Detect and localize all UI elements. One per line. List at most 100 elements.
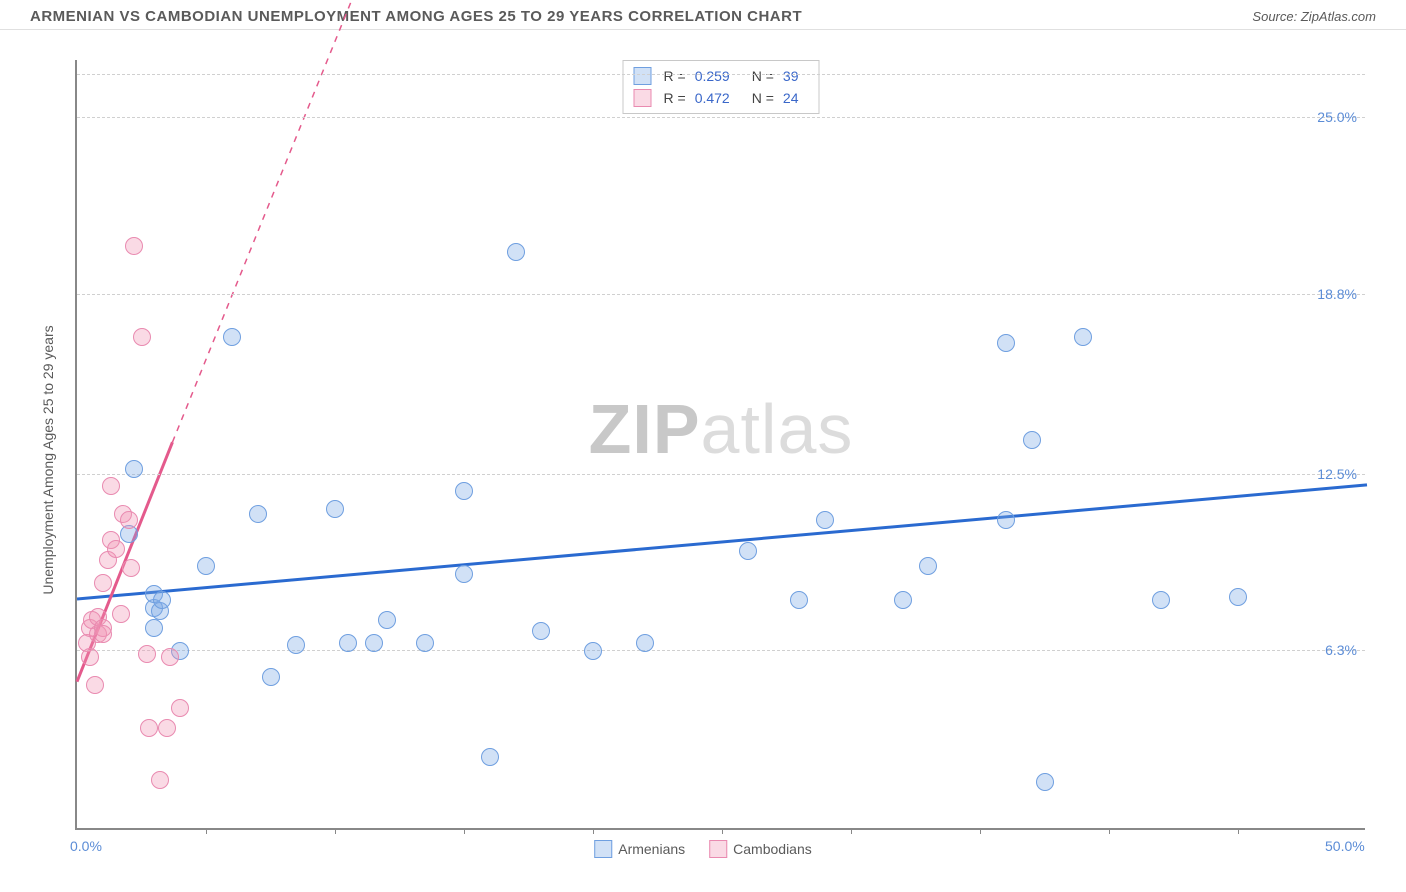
chart-container: Unemployment Among Ages 25 to 29 years Z…	[30, 40, 1376, 860]
legend-label-armenians: Armenians	[618, 841, 685, 857]
data-point	[138, 645, 156, 663]
data-point	[161, 648, 179, 666]
title-bar: ARMENIAN VS CAMBODIAN UNEMPLOYMENT AMONG…	[0, 0, 1406, 30]
x-tick	[464, 828, 465, 834]
data-point	[1036, 773, 1054, 791]
stat-r-value-1: 0.472	[695, 90, 730, 106]
y-tick-label: 25.0%	[1317, 109, 1357, 125]
x-tick	[206, 828, 207, 834]
stat-n-label-1: N =	[752, 90, 774, 106]
data-point	[816, 511, 834, 529]
swatch-cambodians	[634, 89, 652, 107]
stats-box: R = 0.259 N = 39 R = 0.472 N = 24	[623, 60, 820, 114]
stat-n-label-0: N =	[752, 68, 774, 84]
data-point	[1152, 591, 1170, 609]
data-point	[894, 591, 912, 609]
data-point	[997, 334, 1015, 352]
data-point	[94, 574, 112, 592]
data-point	[197, 557, 215, 575]
gridline-h	[77, 650, 1365, 651]
data-point	[120, 511, 138, 529]
data-point	[584, 642, 602, 660]
data-point	[262, 668, 280, 686]
data-point	[1023, 431, 1041, 449]
x-tick	[851, 828, 852, 834]
data-point	[125, 237, 143, 255]
data-point	[122, 559, 140, 577]
gridline-h	[77, 74, 1365, 75]
stat-n-value-0: 39	[783, 68, 799, 84]
data-point	[532, 622, 550, 640]
plot-area: ZIPatlas R = 0.259 N = 39 R = 0.472 N = …	[75, 60, 1365, 830]
data-point	[507, 243, 525, 261]
legend-item-cambodians: Cambodians	[709, 840, 812, 858]
legend-swatch-cambodians	[709, 840, 727, 858]
x-tick	[593, 828, 594, 834]
data-point	[86, 676, 104, 694]
data-point	[339, 634, 357, 652]
data-point	[455, 565, 473, 583]
swatch-armenians	[634, 67, 652, 85]
source-name: ZipAtlas.com	[1301, 9, 1376, 24]
data-point	[102, 477, 120, 495]
y-tick-label: 6.3%	[1325, 642, 1357, 658]
legend-swatch-armenians	[594, 840, 612, 858]
x-max-label: 50.0%	[1325, 838, 1365, 854]
gridline-h	[77, 474, 1365, 475]
data-point	[287, 636, 305, 654]
data-point	[145, 619, 163, 637]
x-tick	[980, 828, 981, 834]
y-axis-label: Unemployment Among Ages 25 to 29 years	[40, 325, 56, 594]
x-tick	[722, 828, 723, 834]
stats-row-cambodians: R = 0.472 N = 24	[634, 87, 809, 109]
data-point	[378, 611, 396, 629]
stat-r-label-0: R =	[664, 68, 686, 84]
legend-item-armenians: Armenians	[594, 840, 685, 858]
data-point	[151, 771, 169, 789]
watermark: ZIPatlas	[589, 389, 854, 469]
data-point	[636, 634, 654, 652]
stat-r-value-0: 0.259	[695, 68, 730, 84]
data-point	[223, 328, 241, 346]
source-attribution: Source: ZipAtlas.com	[1252, 9, 1376, 24]
data-point	[1074, 328, 1092, 346]
data-point	[133, 328, 151, 346]
trend-lines-layer	[77, 60, 1365, 828]
watermark-zip: ZIP	[589, 390, 701, 468]
stats-row-armenians: R = 0.259 N = 39	[634, 65, 809, 87]
data-point	[249, 505, 267, 523]
gridline-h	[77, 294, 1365, 295]
data-point	[416, 634, 434, 652]
stat-n-value-1: 24	[783, 90, 799, 106]
legend: Armenians Cambodians	[594, 840, 812, 858]
data-point	[326, 500, 344, 518]
legend-label-cambodians: Cambodians	[733, 841, 812, 857]
gridline-h	[77, 117, 1365, 118]
stat-r-label-1: R =	[664, 90, 686, 106]
data-point	[455, 482, 473, 500]
x-tick	[1109, 828, 1110, 834]
data-point	[365, 634, 383, 652]
data-point	[112, 605, 130, 623]
data-point	[171, 699, 189, 717]
x-tick	[335, 828, 336, 834]
data-point	[1229, 588, 1247, 606]
chart-title: ARMENIAN VS CAMBODIAN UNEMPLOYMENT AMONG…	[30, 8, 802, 25]
x-tick	[1238, 828, 1239, 834]
data-point	[107, 540, 125, 558]
data-point	[790, 591, 808, 609]
watermark-atlas: atlas	[701, 390, 854, 468]
data-point	[997, 511, 1015, 529]
data-point	[140, 719, 158, 737]
data-point	[153, 591, 171, 609]
data-point	[94, 625, 112, 643]
x-min-label: 0.0%	[70, 838, 102, 854]
data-point	[81, 648, 99, 666]
y-tick-label: 18.8%	[1317, 286, 1357, 302]
data-point	[158, 719, 176, 737]
data-point	[919, 557, 937, 575]
data-point	[125, 460, 143, 478]
source-label: Source:	[1252, 9, 1297, 24]
y-tick-label: 12.5%	[1317, 466, 1357, 482]
data-point	[481, 748, 499, 766]
